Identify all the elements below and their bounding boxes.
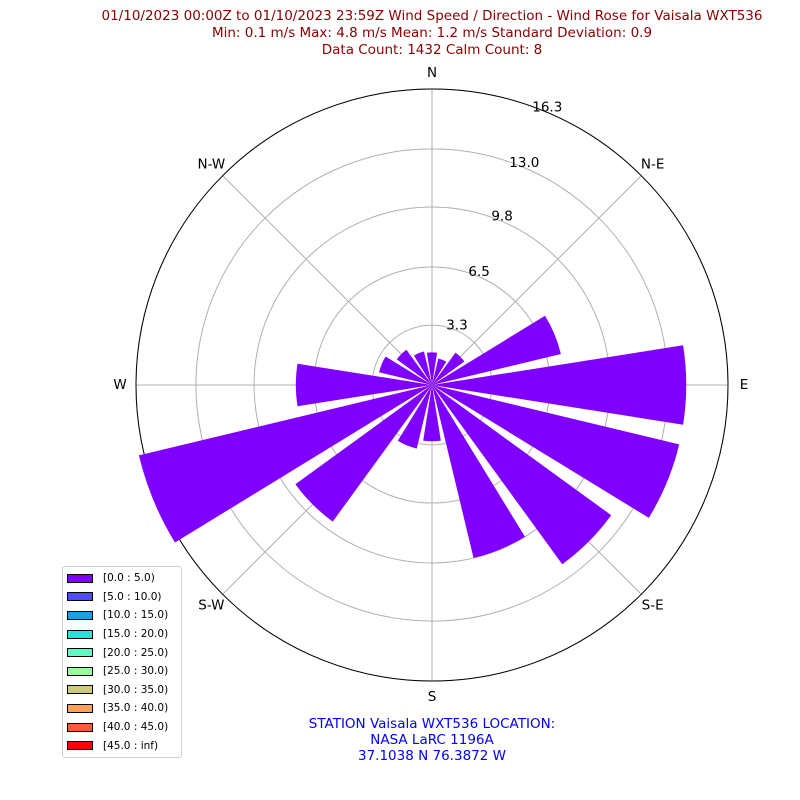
legend-item: [5.0 : 10.0) <box>67 588 181 607</box>
legend-item: [25.0 : 30.0) <box>67 662 181 681</box>
legend-item: [30.0 : 35.0) <box>67 681 181 700</box>
grid-spoke <box>431 175 642 386</box>
legend-swatch <box>67 592 93 602</box>
legend-swatch <box>67 610 93 620</box>
title-line-1: 01/10/2023 00:00Z to 01/10/2023 23:59Z W… <box>101 8 763 24</box>
compass-label-n-e: N-E <box>641 156 665 172</box>
legend-swatch <box>67 703 93 713</box>
compass-label-e: E <box>740 377 749 393</box>
wind-bar-nnw <box>413 351 432 385</box>
title-line-3: Data Count: 1432 Calm Count: 8 <box>321 42 543 58</box>
wind-bar-se <box>432 385 612 565</box>
legend-swatch <box>67 573 93 583</box>
wind-bar-sw <box>295 385 432 522</box>
wind-bar-nne <box>432 358 447 385</box>
radial-tick-label: 16.3 <box>532 100 562 116</box>
legend-label: [15.0 : 20.0) <box>103 628 169 641</box>
legend-item: [45.0 : inf) <box>67 736 181 755</box>
wind-bar-ene <box>432 315 561 385</box>
legend-swatch <box>67 741 93 751</box>
legend-swatch <box>67 685 93 695</box>
wind-bar-s <box>423 385 441 442</box>
legend-item: [35.0 : 40.0) <box>67 699 181 718</box>
legend-label: [0.0 : 5.0) <box>103 572 155 585</box>
chart-title: 01/10/2023 00:00Z to 01/10/2023 23:59Z W… <box>0 8 800 59</box>
compass-label-s-w: S-W <box>198 598 224 614</box>
polar-labels: N N-E E S-E S S-W W N-W 3.3 6.5 9.8 13.0 16.3 <box>113 65 748 705</box>
legend: [0.0 : 5.0) [5.0 : 10.0) [10.0 : 15.0) [15.… <box>62 566 182 758</box>
compass-label-w: W <box>113 377 126 393</box>
radial-tick-label: 9.8 <box>491 209 512 225</box>
outer-boundary <box>135 88 729 682</box>
station-info: STATION Vaisala WXT536 LOCATION: NASA La… <box>0 716 800 764</box>
legend-item: [0.0 : 5.0) <box>67 569 181 588</box>
wind-bar-e <box>432 345 687 425</box>
radial-tick-label: 3.3 <box>446 318 467 334</box>
legend-label: [25.0 : 30.0) <box>103 665 169 678</box>
wind-bar-ne <box>432 352 465 385</box>
compass-label-n: N <box>427 65 437 81</box>
legend-swatch <box>67 722 93 732</box>
wind-bar-sse <box>432 385 525 559</box>
wind-bar-nw <box>396 349 432 385</box>
station-line-1: STATION Vaisala WXT536 LOCATION: <box>308 716 556 732</box>
legend-label: [20.0 : 25.0) <box>103 646 169 659</box>
wind-bar-w <box>295 363 432 407</box>
legend-label: [30.0 : 35.0) <box>103 683 169 696</box>
station-line-3: 37.1038 N 76.3872 W <box>358 748 506 764</box>
title-line-2: Min: 0.1 m/s Max: 4.8 m/s Mean: 1.2 m/s … <box>211 25 653 41</box>
grid-spoke <box>222 175 433 386</box>
compass-label-s-e: S-E <box>642 598 664 614</box>
legend-swatch <box>67 666 93 676</box>
legend-swatch <box>67 629 93 639</box>
compass-label-n-w: N-W <box>197 156 225 172</box>
wind-bar-wsw <box>138 385 432 543</box>
legend-item: [10.0 : 15.0) <box>67 606 181 625</box>
radial-tick-label: 13.0 <box>509 155 539 171</box>
legend-item: [20.0 : 25.0) <box>67 643 181 662</box>
compass-label-s: S <box>428 689 437 705</box>
legend-label: [35.0 : 40.0) <box>103 702 169 715</box>
legend-item: [15.0 : 20.0) <box>67 625 181 644</box>
wind-rose-bars <box>138 315 687 565</box>
legend-swatch <box>67 648 93 658</box>
radial-tick-label: 6.5 <box>468 264 489 280</box>
wind-bar-wnw <box>379 356 432 385</box>
legend-label: [40.0 : 45.0) <box>103 721 169 734</box>
station-line-2: NASA LaRC 1196A <box>370 732 494 748</box>
wind-bar-n <box>426 352 438 385</box>
wind-bar-ssw <box>397 385 432 449</box>
wind-bar-ese <box>432 385 680 518</box>
legend-label: [45.0 : inf) <box>103 739 159 752</box>
legend-label: [10.0 : 15.0) <box>103 609 169 622</box>
legend-item: [40.0 : 45.0) <box>67 718 181 737</box>
legend-label: [5.0 : 10.0) <box>103 590 162 603</box>
